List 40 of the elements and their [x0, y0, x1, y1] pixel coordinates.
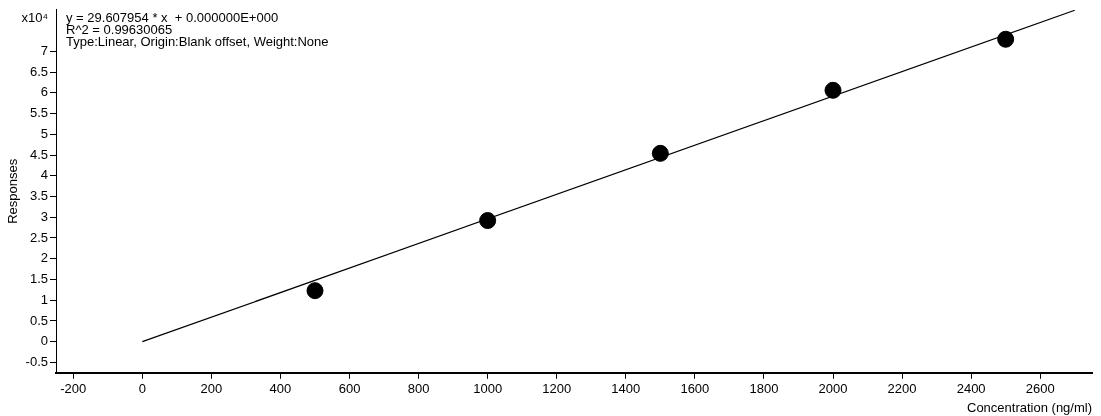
y-tick-label: 6	[40, 84, 48, 100]
text: x10⁴	[21, 9, 48, 25]
x-tick-label: 1000	[473, 381, 503, 397]
y-tick-label: 2	[40, 250, 48, 266]
x-tick-label: 2400	[956, 381, 986, 397]
y-tick-label: 0.5	[29, 312, 48, 328]
x-tick-label: -200	[60, 381, 87, 397]
x-tick-label: 2200	[887, 381, 917, 397]
y-tick-label: 5	[40, 125, 48, 141]
y-tick-label: -0.5	[25, 354, 48, 370]
point	[651, 144, 669, 162]
y-tick-label: 3.5	[29, 188, 48, 204]
x-axis-title: Concentration (ng/ml)	[967, 399, 1092, 415]
x-tick-label: 1400	[611, 381, 641, 397]
y-tick-label: 2.5	[29, 229, 48, 245]
y-tick-label: 4	[40, 167, 48, 183]
y-tick-label: 6.5	[29, 63, 48, 79]
y-tick-label: 3	[40, 208, 48, 224]
y-tick-label: 4.5	[29, 146, 48, 162]
point	[997, 30, 1015, 48]
y-axis-title: Responses	[5, 158, 21, 224]
y-tick-label: 1.5	[29, 271, 48, 287]
x-tick-label: 800	[407, 381, 430, 397]
y-tick-label: 1	[40, 291, 48, 307]
point	[824, 81, 842, 99]
y-tick-label: 5.5	[29, 105, 48, 121]
x-tick-label: 200	[200, 381, 223, 397]
annotation: Type:Linear, Origin:Blank offset, Weight:None	[66, 33, 329, 49]
point	[306, 282, 324, 300]
x-tick-label: 600	[338, 381, 361, 397]
x-tick-label: 1200	[542, 381, 572, 397]
x-tick-label: 2600	[1025, 381, 1055, 397]
y-tick-label: 0	[40, 333, 48, 349]
x-tick-label: 2000	[818, 381, 848, 397]
x-tick-label: 400	[269, 381, 292, 397]
x-tick-label: 0	[138, 381, 146, 397]
x-tick-label: 1600	[680, 381, 710, 397]
y-tick-label: 7	[40, 42, 48, 58]
x-tick-label: 1800	[749, 381, 779, 397]
point	[479, 212, 497, 230]
